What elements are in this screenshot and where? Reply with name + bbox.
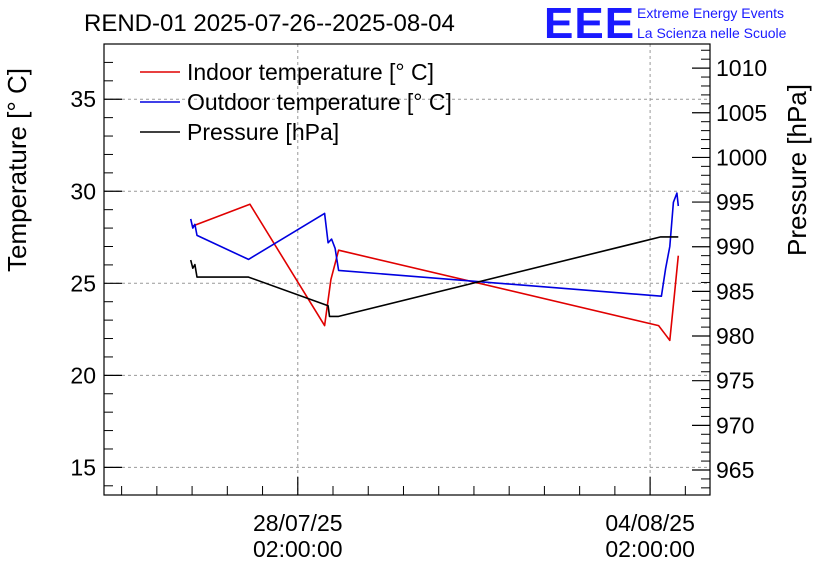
- y-tick-label-right: 1000: [716, 144, 767, 170]
- logo-subtitle-line1: Extreme Energy Events: [637, 5, 785, 21]
- grid-lines: [104, 44, 710, 495]
- series-line-pressure: [189, 236, 679, 318]
- legend-label: Pressure [hPa]: [187, 119, 339, 145]
- series-layer: [189, 192, 680, 342]
- logo-subtitle-line2: La Scienza nelle Scuole: [637, 25, 787, 41]
- y-tick-label-left: 20: [70, 362, 96, 388]
- x-tick-label-time: 02:00:00: [605, 536, 695, 562]
- axes: 15 20 25 30 35 965 970 975 980 985 990 995 1000 1005 1…: [70, 43, 767, 562]
- y-tick-label-right: 995: [716, 189, 754, 215]
- legend-label: Indoor temperature [° C]: [187, 59, 434, 85]
- y-tick-label-right: 1010: [716, 55, 767, 81]
- series-line-indoor-temperature: [191, 203, 680, 342]
- chart-title: REND-01 2025-07-26--2025-08-04: [84, 10, 455, 37]
- y-tick-label-right: 1005: [716, 100, 767, 126]
- y-tick-label-right: 990: [716, 234, 754, 260]
- y-tick-label-right: 980: [716, 323, 754, 349]
- y-tick-label-right: 975: [716, 368, 754, 394]
- legend-label: Outdoor temperature [° C]: [187, 89, 452, 115]
- x-tick-label-time: 02:00:00: [253, 536, 343, 562]
- y-axis-label-right: Pressure [hPa]: [782, 84, 812, 256]
- y-tick-label-right: 965: [716, 457, 754, 483]
- y-tick-label-right: 985: [716, 278, 754, 304]
- x-tick-label-date: 04/08/25: [605, 510, 695, 536]
- series-line-outdoor-temperature: [189, 192, 680, 298]
- y-tick-label-left: 30: [70, 178, 96, 204]
- y-tick-label-left: 35: [70, 86, 96, 112]
- y-axis-label-left: Temperature [° C]: [2, 68, 32, 272]
- plot-frame: [103, 43, 711, 496]
- y-tick-label-left: 15: [70, 454, 96, 480]
- eee-logo: EEE: [544, 0, 636, 48]
- legend: Indoor temperature [° C] Outdoor temperat…: [140, 59, 452, 145]
- x-tick-label-date: 28/07/25: [253, 510, 343, 536]
- y-tick-label-right: 970: [716, 412, 754, 438]
- y-tick-label-left: 25: [70, 270, 96, 296]
